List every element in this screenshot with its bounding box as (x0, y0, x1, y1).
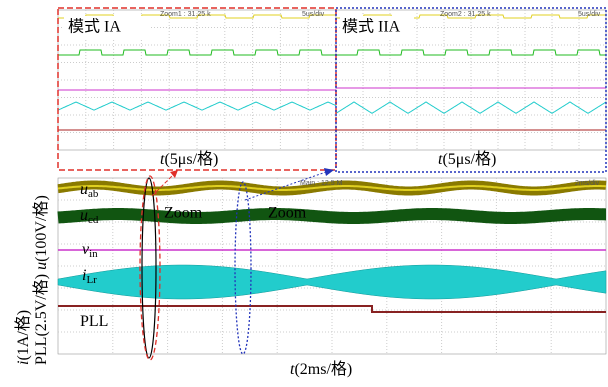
trace-label: PLL (80, 313, 108, 330)
mode-label: 模式 IIA (342, 18, 401, 36)
div-info: 2ms/div (575, 180, 600, 187)
y-axis-label: PLL(2.5V/格)u(100V/格) (32, 195, 50, 365)
zoom-label: Zoom (164, 205, 203, 222)
axis-label: t(5μs/格) (438, 150, 496, 168)
div-info: 5us/div (578, 11, 601, 18)
zoom-label: Zoom (268, 205, 307, 222)
zoom-info: Zoom2 : 31.25 k (440, 11, 491, 18)
figure: 模式 IA 模式 IIA Zoom1 : 31.25 k 5us/div Zoo… (0, 0, 608, 382)
arrow-head (324, 168, 334, 176)
main-info: Main : 12.5 M (300, 180, 343, 187)
div-info: 5us/div (302, 11, 325, 18)
zoom-info: Zoom1 : 31.25 k (160, 11, 211, 18)
axis-label: t(5μs/格) (160, 150, 218, 168)
waveform (58, 214, 606, 218)
page: 模式 IA 模式 IIA Zoom1 : 31.25 k 5us/div Zoo… (0, 0, 608, 382)
mode-label: 模式 IA (68, 18, 121, 36)
axis-label: t(2ms/格) (290, 360, 352, 378)
y-axis-label: i(1A/格) (14, 310, 32, 365)
